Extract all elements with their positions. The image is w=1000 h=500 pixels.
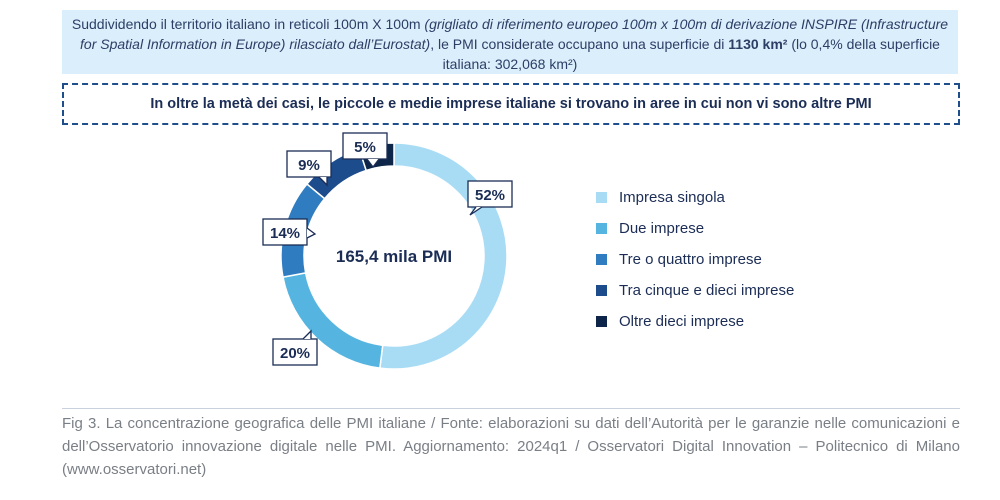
callout-box: In oltre la metà dei casi, le piccole e … [62,83,960,125]
value-label-text: 52% [475,187,505,204]
legend-swatch [596,223,607,234]
legend-label: Oltre dieci imprese [619,313,745,330]
legend-swatch [596,285,607,296]
callout-text: In oltre la metà dei casi, le piccole e … [150,96,872,112]
value-label-2: 20% [272,329,318,366]
value-labels: 52% 20% 14% 9% 5% [262,132,513,366]
value-label-text: 14% [270,225,300,242]
legend-item: Tre o quattro imprese [596,244,794,275]
legend-item: Oltre dieci imprese [596,306,794,337]
caption-divider [62,408,960,409]
legend: Impresa singola Due imprese Tre o quattro … [596,182,794,337]
legend-label: Due imprese [619,220,705,237]
value-label-3: 14% [262,218,317,246]
value-label-box [467,180,513,208]
legend-swatch [596,254,607,265]
info-text-end: (lo 0,4% della superficie italiana: 302,… [442,36,940,72]
info-text: Suddividendo il territorio italiano in r… [71,16,425,32]
legend-swatch [596,316,607,327]
legend-swatch [596,192,607,203]
value-label-tail [469,206,483,216]
legend-item: Impresa singola [596,182,794,213]
value-label-5: 5% [342,132,388,169]
value-label-text: 20% [280,345,310,362]
legend-item: Tra cinque e dieci imprese [596,275,794,306]
legend-label: Impresa singola [619,189,725,206]
info-surface-value: 1130 km² [728,36,788,52]
value-label-tail [366,158,380,169]
value-label-1: 52% [467,180,513,216]
value-label-box [342,132,388,160]
value-label-box [272,338,318,366]
figure-caption: Fig 3. La concentrazione geografica dell… [62,415,960,478]
value-label-tail [302,329,312,340]
value-label-tail [318,176,328,187]
info-text-italic: (grigliato di riferimento europeo 100m x… [80,16,949,52]
value-label-tail [306,227,317,239]
center-label: 165,4 mila PMI [336,247,452,266]
value-label-4: 9% [286,150,332,187]
legend-label: Tre o quattro imprese [619,251,762,268]
value-label-text: 5% [354,139,376,156]
value-label-text: 9% [298,157,320,174]
info-text-cont: , le PMI considerate occupano una superf… [430,36,729,52]
legend-label: Tra cinque e dieci imprese [619,282,795,299]
donut-chart: 165,4 mila PMI 52% 20% 14% 9% 5% [262,132,513,370]
legend-item: Due imprese [596,213,794,244]
value-label-box [286,150,332,178]
info-box: Suddividendo il territorio italiano in r… [62,10,958,74]
